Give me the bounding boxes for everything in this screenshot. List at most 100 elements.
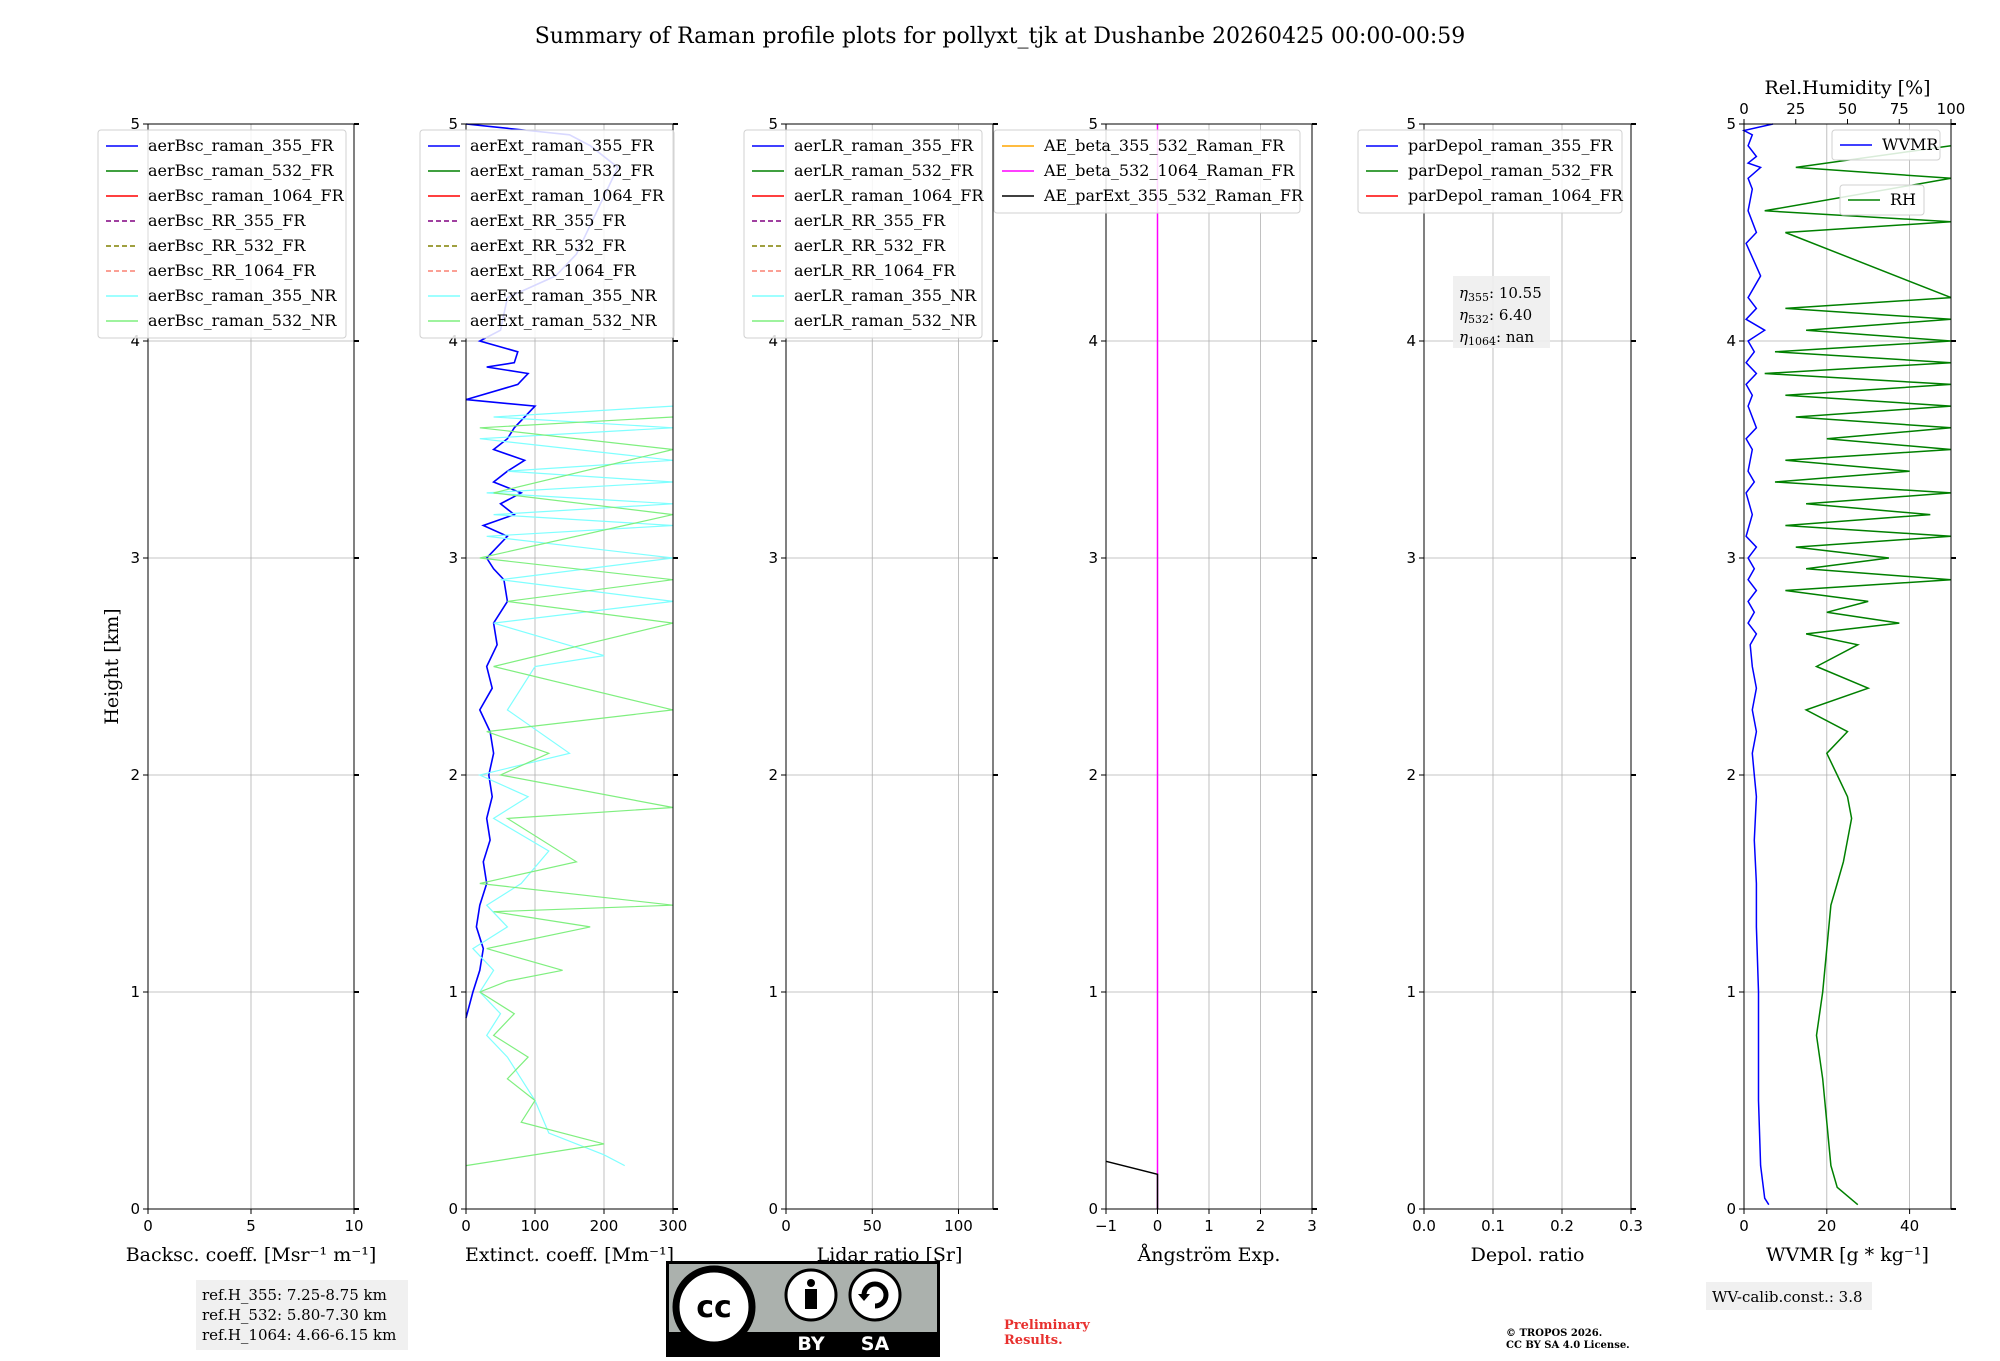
legend-label: aerExt_raman_355_NR (470, 286, 658, 305)
axes-frame (785, 123, 994, 1210)
legend-label: aerExt_raman_1064_FR (470, 186, 665, 205)
ytick-label: 3 (1726, 549, 1736, 567)
preliminary-line-1: Preliminary (1004, 1318, 1090, 1333)
ytick-label: 4 (768, 332, 778, 350)
ref-height-box (196, 1280, 408, 1350)
legend-label: aerExt_RR_1064_FR (470, 261, 637, 280)
legend: WVMR RH (1831, 129, 1941, 216)
series-line-AE_parExt_355_532_Raman_FR (1105, 1160, 1159, 1209)
xtick-label: 0.0 (1412, 1217, 1436, 1235)
legend-label: AE_beta_355_532_Raman_FR (1043, 136, 1285, 155)
legend-label: aerLR_raman_355_NR (794, 286, 977, 305)
x-axis-label: Ångström Exp. (1137, 1244, 1281, 1266)
ytick-label: 2 (1726, 766, 1736, 784)
xtick-label: 0 (143, 1217, 153, 1235)
legend-label: aerBsc_raman_532_FR (148, 161, 334, 180)
ref-height-1064: ref.H_1064: 4.66-6.15 km (202, 1326, 396, 1344)
ytick-label: 4 (1088, 332, 1098, 350)
ytick-label: 3 (1406, 549, 1416, 567)
legend-label: aerLR_raman_532_NR (794, 311, 977, 330)
series-line-WVMR (1741, 123, 1774, 1206)
legend-label: aerBsc_raman_532_NR (148, 311, 337, 330)
ytick-label: 2 (130, 766, 140, 784)
x-axis-label: WVMR [g * kg⁻¹] (1766, 1244, 1929, 1266)
cc-text: cc (696, 1290, 732, 1325)
xtick-label: 3 (1307, 1217, 1317, 1235)
axes-frame (1423, 123, 1632, 1210)
axes-frame (147, 123, 355, 1210)
ytick-label: 4 (130, 332, 140, 350)
wv-calib-box (1706, 1282, 1872, 1310)
ytick-label: 2 (1088, 766, 1098, 784)
ref-height-355: ref.H_355: 7.25-8.75 km (202, 1286, 387, 1304)
legend-label: aerLR_RR_1064_FR (794, 261, 956, 280)
xtick-label: −1 (1095, 1217, 1117, 1235)
ytick-label: 3 (130, 549, 140, 567)
ytick-label: 1 (448, 983, 458, 1001)
ytick-label: 3 (768, 549, 778, 567)
ytick-label: 5 (1726, 115, 1736, 133)
legend-label: aerExt_RR_532_FR (470, 236, 627, 255)
xtick-label: 0 (781, 1217, 791, 1235)
xtick-label: 0.1 (1481, 1217, 1505, 1235)
legend-label: aerBsc_raman_1064_FR (148, 186, 345, 205)
legend-label: RH (1890, 190, 1916, 209)
top-xtick-label: 100 (1937, 100, 1966, 118)
sa-icon (848, 1268, 902, 1322)
by-label: BY (797, 1333, 824, 1355)
panel-ext: 0 1 2 3 4 5 0 100 200 300 Extinct. coeff. [Mm⁻¹] ae… (419, 115, 688, 1266)
xtick-label: 2 (1256, 1217, 1266, 1235)
ytick-label: 1 (1088, 983, 1098, 1001)
legend: aerBsc_raman_355_FR aerBsc_raman_532_FRae… (97, 129, 347, 339)
legend-label: parDepol_raman_1064_FR (1408, 186, 1624, 205)
xtick-label: 300 (659, 1217, 688, 1235)
panel-depol: 0 1 2 3 4 5 0.0 0.1 0.2 0.3 Depol. ratio parDepol_r… (1357, 115, 1643, 1266)
eta-line-355: η355: 10.55 (1459, 284, 1542, 304)
ytick-label: 0 (448, 1200, 458, 1218)
legend-label: WVMR (1882, 135, 1939, 154)
x-axis-label: Depol. ratio (1471, 1244, 1585, 1266)
ytick-label: 0 (1406, 1200, 1416, 1218)
ytick-label: 4 (1406, 332, 1416, 350)
xtick-label: 0.2 (1550, 1217, 1574, 1235)
cc-license-badge: cc BY SA (666, 1261, 940, 1357)
legend-label: parDepol_raman_355_FR (1408, 136, 1614, 155)
ytick-label: 4 (448, 332, 458, 350)
ytick-label: 1 (768, 983, 778, 1001)
ytick-label: 2 (768, 766, 778, 784)
xtick-label: 0 (1153, 1217, 1163, 1235)
xtick-label: 40 (1900, 1217, 1919, 1235)
eta-line-532: η532: 6.40 (1459, 306, 1532, 326)
ytick-label: 4 (1726, 332, 1736, 350)
series-line-aerExt_raman_355_NR (471, 405, 674, 1167)
ytick-label: 5 (448, 115, 458, 133)
top-xtick-label: 0 (1739, 100, 1749, 118)
legend-box (743, 129, 983, 339)
wv-calib-text: WV-calib.const.: 3.8 (1712, 1288, 1863, 1306)
legend-label: aerBsc_RR_1064_FR (148, 261, 317, 280)
legend-label: aerLR_raman_532_FR (794, 161, 974, 180)
legend-box (419, 129, 675, 339)
info-boxes: ref.H_355: 7.25-8.75 km ref.H_532: 5.80-7… (196, 1280, 1872, 1350)
eta-box (1453, 276, 1550, 348)
legend-box (97, 129, 347, 339)
preliminary-note: Preliminary Results. (1004, 1318, 1090, 1348)
copyright-note: © TROPOS 2026. CC BY SA 4.0 License. (1506, 1328, 1630, 1352)
legend-label: aerExt_raman_532_NR (470, 311, 658, 330)
ytick-label: 3 (1088, 549, 1098, 567)
legend-label: AE_beta_532_1064_Raman_FR (1043, 161, 1295, 180)
ytick-label: 0 (130, 1200, 140, 1218)
copyright-line-1: © TROPOS 2026. (1506, 1328, 1603, 1339)
legend-label: aerBsc_RR_355_FR (148, 211, 306, 230)
legend-label: aerLR_RR_355_FR (794, 211, 946, 230)
legend: aerLR_raman_355_FR aerLR_raman_532_FR aerL… (743, 129, 984, 339)
xtick-label: 0.3 (1619, 1217, 1643, 1235)
series-line-aerExt_raman_532_NR (465, 416, 674, 1167)
legend-label: aerBsc_raman_355_FR (148, 136, 334, 155)
top-xtick-label: 75 (1890, 100, 1909, 118)
legend: parDepol_raman_355_FR parDepol_raman_532_… (1357, 129, 1624, 214)
ref-height-532: ref.H_532: 5.80-7.30 km (202, 1306, 387, 1324)
